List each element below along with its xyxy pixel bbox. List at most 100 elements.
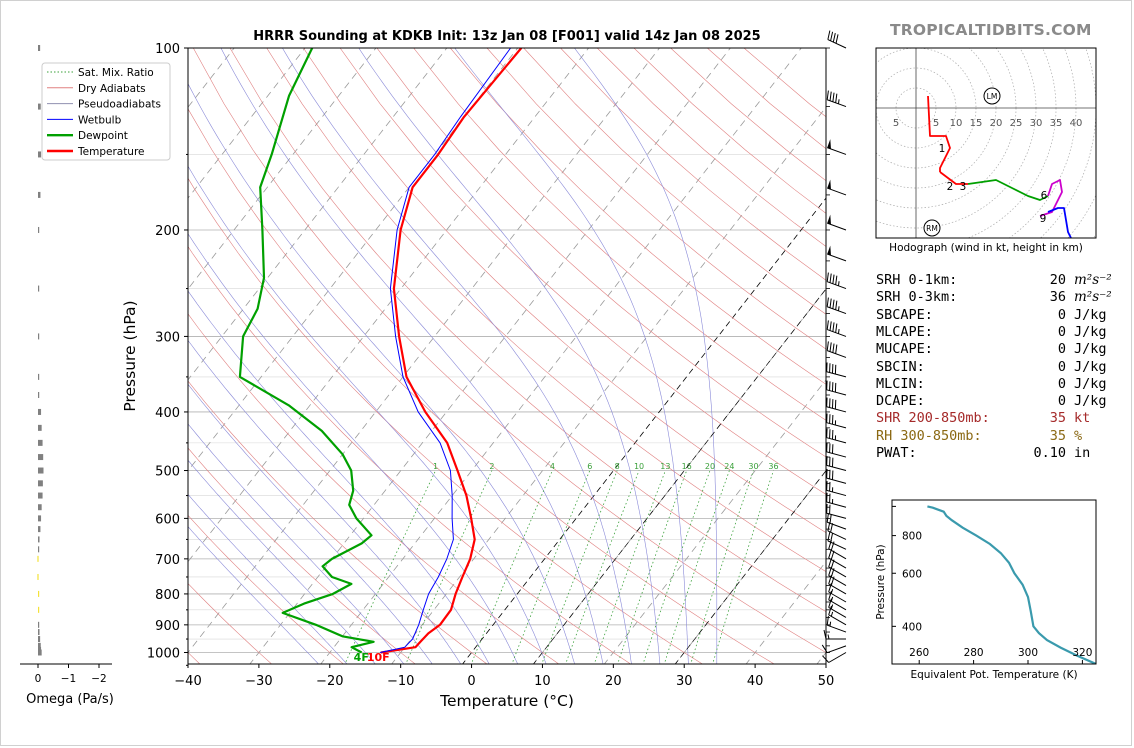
pseudoadiabat-line <box>188 459 376 664</box>
pseudoadiabat-line <box>188 165 547 664</box>
omega-bar <box>38 621 40 628</box>
omega-bar <box>38 546 40 553</box>
wind-barb <box>826 341 847 358</box>
hodograph-ring-label: 5 <box>893 118 899 129</box>
index-unit: J/kg <box>1074 393 1107 410</box>
index-label: MLCAPE: <box>876 323 933 340</box>
wind-barb-staff <box>828 591 847 603</box>
wind-barb-staff <box>827 281 847 290</box>
wind-barb-full <box>835 93 838 103</box>
hodograph-ring-label: 5 <box>933 118 939 129</box>
index-label: SRH 0-3km: <box>876 289 958 306</box>
x-tick-label: 20 <box>605 674 622 689</box>
omega-tick-label: −1 <box>61 673 76 685</box>
y-tick-label: 300 <box>155 330 180 345</box>
hodograph-ring-label: 25 <box>1010 118 1023 129</box>
legend-entry-label: Sat. Mix. Ratio <box>78 67 154 79</box>
index-label: SBCIN: <box>876 358 925 375</box>
y-tick-label: 400 <box>155 406 180 421</box>
omega-bar <box>38 590 40 597</box>
mixing-ratio-label: 4 <box>550 462 555 471</box>
wind-barb-full <box>830 523 834 533</box>
wind-barb-full <box>832 32 836 43</box>
omega-bar <box>38 191 41 198</box>
pseudoadiabat-line <box>574 48 718 664</box>
wind-barb <box>828 558 847 578</box>
omega-bar <box>38 373 40 380</box>
wind-barb <box>822 652 847 663</box>
wind-barb-full <box>829 91 832 101</box>
wind-barb-full <box>835 300 838 310</box>
wind-barb-half <box>830 588 834 594</box>
wind-barb <box>828 598 847 618</box>
wind-barb-staff <box>827 306 847 315</box>
omega-bar <box>38 636 41 643</box>
wind-barb <box>826 442 847 458</box>
mixing-ratio-label: 36 <box>768 462 778 471</box>
theta-e-x-axis-label: Equivalent Pot. Temperature (K) <box>910 669 1077 681</box>
y-axis-label: Pressure (hPa) <box>121 300 139 411</box>
hodograph-plot-area: 5 5 10 15 20 25 30 35 40 1 2 3 6 9 LM RM <box>876 48 1096 238</box>
wind-barb-staff <box>827 329 847 337</box>
index-unit: m²s⁻² <box>1074 289 1112 306</box>
mixing-ratio-line <box>344 470 436 664</box>
wind-barb-full <box>826 272 829 282</box>
wind-barb-staff <box>828 607 847 618</box>
wind-barb <box>827 179 847 196</box>
wind-barb-flag <box>827 214 831 225</box>
index-unit: J/kg <box>1074 358 1107 375</box>
wind-barb-staff <box>826 451 847 458</box>
hodograph-trace <box>1047 207 1073 238</box>
wind-barb-staff <box>827 624 847 633</box>
theta-e-x-tick-label: 320 <box>1072 647 1092 659</box>
index-value: 35 <box>1049 410 1066 427</box>
index-unit: J/kg <box>1074 341 1107 358</box>
wind-barb-half <box>827 634 830 640</box>
wind-barb-full <box>830 31 834 41</box>
wind-barb-staff <box>826 406 847 413</box>
wind-barb <box>826 615 847 633</box>
dry-adiabat-line <box>376 48 826 458</box>
wind-barb-staff <box>826 422 847 429</box>
wind-barb-full <box>828 605 832 615</box>
hodograph-panel: 5 5 10 15 20 25 30 35 40 1 2 3 6 9 LM RM Hodograph (wind… <box>875 47 1097 254</box>
index-unit: in <box>1074 445 1091 461</box>
wind-barb-staff <box>827 540 847 550</box>
wind-barb <box>828 590 847 611</box>
dry-adiabat-line <box>486 48 826 350</box>
hodograph-height-label: 9 <box>1040 213 1047 225</box>
mixing-ratio-label: 6 <box>587 462 592 471</box>
omega-bar <box>38 467 44 474</box>
hodograph-height-label: 6 <box>1041 190 1048 202</box>
mixing-ratio-line <box>642 470 711 664</box>
index-value: 0 <box>1057 341 1066 358</box>
wind-barb-full <box>826 513 829 523</box>
theta-e-frame <box>891 499 1097 665</box>
hodograph-trace <box>1039 179 1063 217</box>
wind-barb-full <box>826 90 829 100</box>
hodograph-trace <box>927 95 951 172</box>
omega-bar <box>38 392 40 399</box>
wind-barb-full <box>835 344 838 354</box>
theta-e-x-tick-label: 280 <box>964 647 984 659</box>
index-row: MLCAPE: 0 J/kg <box>876 324 1107 340</box>
storm-motion-label: LM <box>987 92 998 101</box>
omega-bar <box>38 151 42 158</box>
mixing-ratio-line <box>690 470 754 664</box>
wind-barb-staff <box>826 477 847 484</box>
wind-barb-staff <box>827 99 847 108</box>
dry-adiabat-line <box>523 48 826 315</box>
wind-barb-half <box>830 596 834 602</box>
omega-tick-label: 0 <box>35 673 42 685</box>
isotherm-line <box>188 48 589 563</box>
wind-barb <box>826 468 847 484</box>
wind-barb <box>828 549 847 569</box>
index-label: RH 300-850mb: <box>876 427 982 444</box>
wind-barb <box>826 513 847 530</box>
skewt-axes-frame <box>187 47 827 665</box>
hodograph-height-label: 2 <box>947 181 954 193</box>
index-value: 20 <box>1049 272 1066 288</box>
index-row: SBCAPE: 0 J/kg <box>876 307 1107 323</box>
dry-adiabat-line <box>188 313 560 664</box>
index-value: 0 <box>1057 306 1066 323</box>
